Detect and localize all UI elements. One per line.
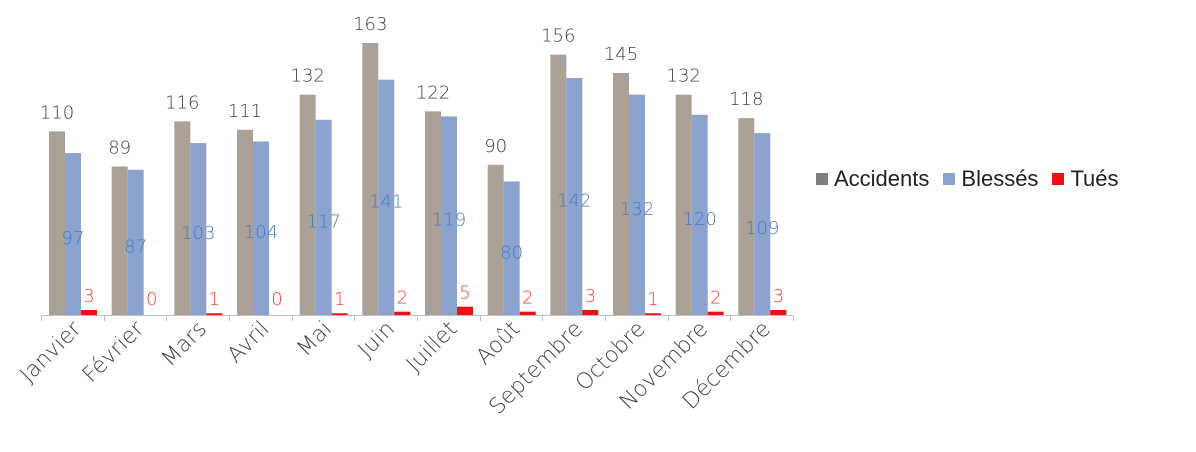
data-label: 142 [557,191,591,212]
legend-label: Tués [1070,166,1119,191]
x-tick-label: Mars [157,317,212,372]
legend-swatch [943,173,956,185]
data-label: 163 [353,14,387,35]
legend-swatch [1052,173,1065,185]
data-label: 97 [62,228,85,249]
bar-tués-0 [81,310,97,315]
data-label: 1 [334,289,345,310]
legend-entry-blessés: Blessés [943,166,1038,192]
data-label: 2 [710,288,721,309]
bar-tués-11 [770,310,787,315]
data-label: 120 [683,209,717,230]
data-label: 89 [108,138,131,159]
bar-blessés-4 [315,119,332,315]
bar-accidents-1 [111,166,128,315]
bar-accidents-8 [550,54,567,315]
data-label: 2 [397,288,408,309]
x-tick-label: Août [472,317,526,371]
data-label: 141 [369,191,403,212]
data-label: 103 [181,223,215,244]
bar-blessés-3 [253,141,269,315]
data-label: 1 [209,289,220,310]
bar-accidents-4 [299,94,316,315]
x-tick-label: Avril [223,317,275,369]
data-label: 5 [459,283,470,304]
data-label: 87 [124,236,147,257]
bar-tués-2 [206,313,223,315]
bar-accidents-10 [675,94,692,315]
bar-tués-4 [331,313,348,315]
data-label: 2 [522,288,533,309]
bar-blessés-8 [566,78,583,315]
bar-chart-plot: 110973Janvier89870Février1161031Mars1111… [15,14,794,420]
data-label: 111 [228,101,262,122]
data-label: 117 [307,211,341,232]
bar-blessés-2 [190,143,207,315]
bar-tués-10 [707,311,724,315]
x-tick-label: Janvier [15,316,87,388]
legend-entry-tués: Tués [1052,166,1119,192]
legend-label: Accidents [834,166,930,191]
x-tick-label: Février [78,316,150,388]
bar-accidents-2 [174,121,191,316]
legend-entry-accidents: Accidents [816,166,929,192]
data-label: 156 [541,26,575,47]
bar-accidents-5 [362,43,379,315]
data-label: 3 [585,286,596,307]
data-label: 132 [291,66,325,87]
data-label: 3 [773,286,784,307]
x-tick-label: Juin [354,317,400,363]
bar-accidents-6 [425,111,441,316]
legend-swatch [816,173,828,185]
bar-blessés-1 [127,169,144,315]
data-label: 104 [244,222,278,243]
bar-tués-8 [582,310,599,315]
bar-accidents-3 [237,129,253,315]
bar-accidents-7 [487,164,504,315]
bar-accidents-0 [49,131,65,315]
x-tick-label: Juillet [402,317,463,378]
bar-tués-5 [394,311,411,315]
bar-tués-7 [519,311,536,315]
data-label: 119 [432,210,466,231]
x-tick-label: Mai [292,317,337,362]
data-label: 132 [667,66,701,87]
chart-legend: Accidents Blessés Tués [816,166,1119,192]
bar-blessés-5 [378,79,395,315]
bar-blessés-9 [629,94,645,315]
bar-tués-9 [645,313,661,315]
data-label: 110 [40,102,74,123]
data-label: 90 [484,136,507,157]
data-label: 109 [745,218,779,239]
bar-tués-6 [457,306,473,315]
data-label: 3 [83,286,94,307]
data-label: 0 [146,289,157,310]
bar-blessés-6 [441,116,457,316]
bar-blessés-7 [503,181,520,315]
data-label: 0 [271,289,282,310]
bar-accidents-11 [738,118,755,315]
bar-accidents-9 [613,73,629,315]
data-label: 122 [416,82,450,103]
data-label: 118 [729,89,763,110]
data-label: 116 [165,92,199,113]
bar-blessés-0 [65,153,81,315]
bar-blessés-11 [754,133,771,315]
legend-label: Blessés [961,166,1039,191]
data-label: 145 [604,44,638,65]
data-label: 80 [500,242,523,263]
data-label: 132 [620,199,654,220]
bar-blessés-10 [691,114,708,315]
data-label: 1 [647,289,658,310]
